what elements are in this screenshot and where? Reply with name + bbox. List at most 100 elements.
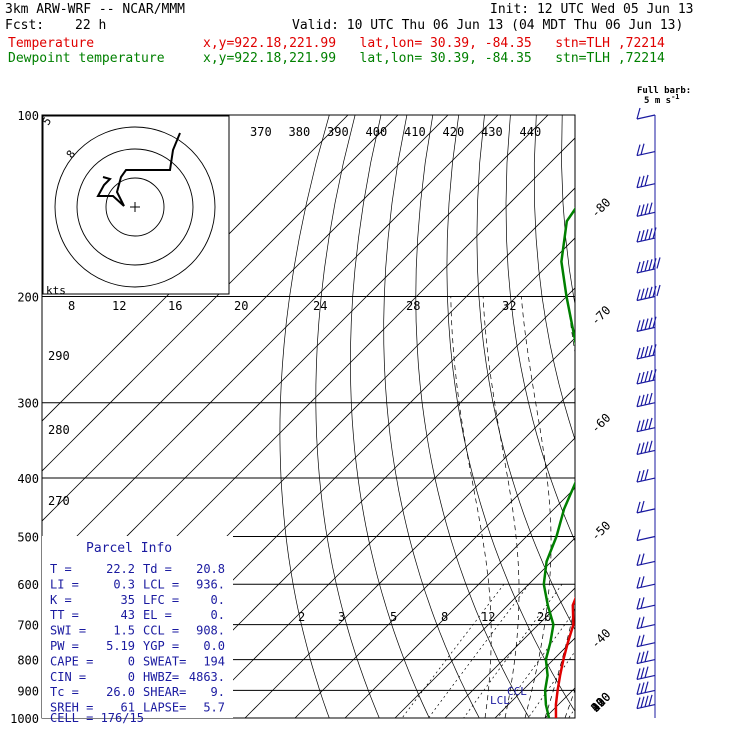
parcel-param-label: LI = [50, 577, 79, 591]
wind-barb-flag [652, 227, 657, 239]
wind-barb-flag [644, 370, 649, 383]
isotherm-line [344, 487, 575, 718]
parcel-param-label: SREH = [50, 701, 93, 715]
wind-barb-flag [644, 469, 649, 481]
wind-barb-staff [636, 658, 656, 665]
plot-frame [41, 114, 576, 719]
wind-barb-flag [648, 417, 653, 430]
parcel-param-label: Td = [143, 562, 172, 576]
wind-barb [636, 500, 656, 514]
wind-barb [636, 174, 656, 189]
theta-label: 370 [250, 125, 272, 139]
wind-barb-flag [640, 143, 645, 155]
wind-barb-flag [648, 228, 653, 240]
wind-barb-flag [648, 694, 653, 707]
parcel-param-label: CIN = [50, 670, 86, 684]
wind-barb-staff [636, 583, 656, 589]
pressure-tick-label: 600 [17, 578, 39, 592]
wind-barb-flag [636, 320, 641, 332]
isotherm-label: -70 [588, 303, 613, 328]
isotherm-line [645, 115, 740, 718]
parcel-param-value: 43 [121, 608, 135, 622]
wind-barb-flag [636, 347, 641, 360]
wind-barb-staff [636, 326, 656, 332]
pressure-tick-label: 300 [17, 397, 39, 411]
wind-barb-staff [636, 151, 656, 157]
pressure-tick-label: 1000 [10, 712, 39, 726]
valid-time: Valid: 10 UTC Thu 06 Jun 13 (04 MDT Thu … [292, 18, 684, 33]
wind-barb-flag [644, 418, 649, 431]
wind-barb-flag [644, 650, 649, 662]
parcel-param-label: SWI = [50, 624, 86, 638]
wind-barb [636, 650, 656, 665]
forecast-label: Fcst: [5, 18, 45, 33]
parcel-param-label: LFC = [143, 593, 179, 607]
theta-label: 400 [366, 125, 388, 139]
hodo-speed-label: 24 [313, 299, 327, 313]
wind-barb-flag [640, 682, 645, 694]
model-title: 3km ARW-WRF -- NCAR/MMM [5, 2, 186, 17]
wind-barb-flag [636, 529, 641, 541]
adiabat-label: 290 [48, 349, 70, 363]
hodo-speed-label: 8 [68, 299, 75, 313]
mixing-ratio-label: 8 [441, 610, 448, 624]
parcel-param-label: PW = [50, 639, 79, 653]
wind-barb-flag [636, 652, 641, 664]
wind-barb-staff [636, 477, 656, 483]
wind-barb-flag [640, 371, 645, 384]
parcel-param-value: 26.0 [106, 685, 135, 699]
wind-barb-flag [636, 598, 641, 610]
dry-adiabat-line [383, 115, 480, 718]
wind-barb-flag [640, 319, 645, 331]
wind-barb [636, 257, 661, 274]
wind-barb-flag [640, 204, 645, 216]
mixing-ratio-line [527, 650, 575, 718]
wind-barb-flag [644, 345, 649, 358]
hodo-speed-label: 32 [502, 299, 516, 313]
parcel-param-value: 22.2 [106, 562, 135, 576]
wind-barb-flag [640, 667, 645, 679]
wind-barb-staff [636, 402, 656, 408]
wind-barb-staff [636, 237, 656, 243]
wind-barb-flag [648, 440, 653, 452]
wind-barb [636, 597, 656, 610]
wind-barb-flag [636, 501, 641, 514]
barb-legend-value: 5 m s-1 [644, 93, 680, 106]
pressure-tick-label: 800 [17, 654, 39, 668]
wind-barb-flag [640, 651, 645, 663]
dewpoint-location: x,y=922.18,221.99 lat,lon= 30.39, -84.35… [203, 51, 665, 66]
isotherm-line [42, 115, 449, 522]
hodo-speed-label: 12 [112, 299, 126, 313]
parcel-param-label: YGP = [143, 639, 179, 653]
wind-barb-flag [636, 470, 641, 483]
hodograph-trace [96, 132, 181, 207]
parcel-param-label: SHEAR= [143, 685, 186, 699]
lcl-label: LCL [490, 694, 510, 707]
parcel-param-label: LCL = [143, 577, 179, 591]
wind-barb-flag [640, 394, 645, 406]
wind-barb-flag [640, 442, 645, 454]
parcel-param-value: 61 [121, 701, 135, 715]
wind-barb-flag [640, 597, 645, 609]
wind-barb [636, 107, 656, 120]
isotherm-line [294, 437, 575, 718]
wind-barb-flag [636, 668, 641, 680]
moist-adiabat-line [544, 296, 575, 718]
wind-barb-flag [648, 286, 653, 298]
dry-adiabat-line [476, 115, 575, 631]
theta-label: 430 [481, 125, 503, 139]
parcel-param-value: 936. [196, 577, 225, 591]
wind-barb [636, 616, 656, 630]
wind-barb [636, 202, 656, 217]
temperature-profile [554, 596, 575, 718]
wind-barb [636, 694, 656, 710]
dry-adiabat-line [279, 115, 330, 718]
hodo-speed-unit: kts [46, 284, 66, 297]
wind-barb-staff [636, 535, 656, 542]
parcel-param-value: 35 [121, 593, 135, 607]
wind-barb-flag [640, 500, 645, 513]
wind-barb-staff [636, 295, 656, 302]
dry-adiabat-line [415, 115, 530, 718]
temperature-location: x,y=922.18,221.99 lat,lon= 30.39, -84.35… [203, 36, 665, 51]
